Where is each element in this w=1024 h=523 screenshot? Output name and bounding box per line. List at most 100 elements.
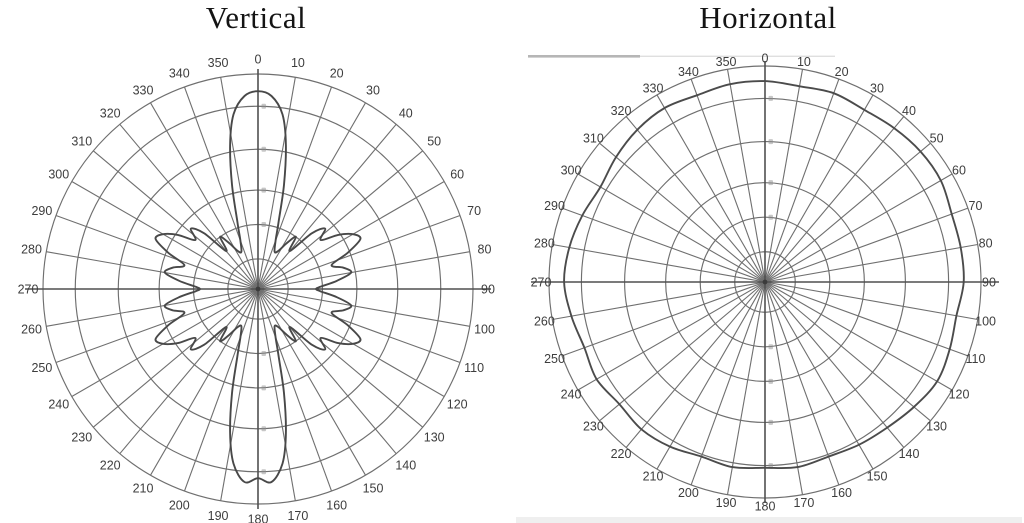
radial-spoke [150, 102, 259, 290]
radial-spoke [71, 181, 259, 290]
angle-label: 220 [100, 459, 121, 473]
angle-label: 20 [835, 65, 849, 79]
ring-tick-smudge [261, 222, 266, 227]
radial-spoke [257, 102, 366, 290]
pattern-curve [154, 90, 362, 484]
ring-tick-smudge [261, 351, 266, 356]
angle-label: 340 [678, 65, 699, 79]
radial-spoke [764, 281, 874, 470]
angle-label: 300 [561, 164, 582, 178]
radial-spoke [577, 281, 766, 391]
angle-label: 310 [71, 135, 92, 149]
ring-tick-smudge [768, 214, 773, 220]
angle-label: 100 [474, 322, 495, 336]
radial-spoke [764, 243, 978, 283]
angle-label: 320 [611, 104, 632, 118]
scan-artifact-band [516, 517, 1022, 523]
angle-label: 0 [762, 52, 769, 66]
angle-label: 100 [975, 314, 996, 328]
radial-spoke [257, 77, 296, 290]
angle-label: 160 [831, 486, 852, 500]
angle-label: 30 [870, 82, 884, 96]
radial-spoke [764, 173, 953, 283]
radial-spoke [257, 214, 461, 290]
angle-label: 90 [982, 276, 996, 290]
radial-spoke [257, 288, 366, 476]
angle-label: 330 [643, 82, 664, 96]
angle-label: 30 [366, 83, 380, 97]
radial-spoke [764, 281, 978, 321]
angle-label: 240 [48, 398, 69, 412]
angle-label: 230 [71, 430, 92, 444]
radial-spoke [561, 281, 766, 357]
ring-tick-smudge [768, 344, 773, 350]
radial-spoke [257, 288, 470, 327]
angle-label: 130 [424, 430, 445, 444]
radial-spoke [257, 181, 445, 290]
radial-spoke [656, 94, 766, 283]
angle-label: 10 [797, 55, 811, 69]
radial-spoke [46, 288, 259, 327]
radial-spoke [599, 281, 766, 422]
angle-label: 270 [531, 276, 552, 290]
angle-label: 310 [583, 132, 604, 146]
angle-label: 250 [31, 361, 52, 375]
angle-label: 180 [755, 500, 776, 514]
angle-label: 230 [583, 420, 604, 434]
angle-label: 150 [867, 470, 888, 484]
radial-spoke [764, 116, 905, 283]
radial-spoke [656, 281, 766, 470]
radial-spoke [599, 142, 766, 283]
angle-label: 110 [464, 361, 484, 375]
radial-spoke [764, 281, 905, 448]
ring-tick-smudge [768, 378, 773, 384]
angle-label: 240 [561, 388, 582, 402]
radial-spoke [764, 281, 969, 357]
angle-label: 250 [544, 352, 565, 366]
angle-label: 60 [450, 168, 464, 182]
radial-spoke [552, 281, 766, 321]
angle-label: 70 [969, 199, 983, 213]
radial-spoke [71, 288, 259, 397]
angle-label: 220 [611, 447, 632, 461]
angle-label: 140 [395, 459, 416, 473]
angle-label: 0 [255, 53, 262, 67]
angle-label: 80 [979, 237, 993, 251]
radial-spoke [577, 173, 766, 283]
radial-spoke [55, 214, 259, 290]
angle-label: 40 [902, 104, 916, 118]
angle-label: 170 [287, 509, 308, 523]
angle-label: 290 [31, 204, 52, 218]
radial-spoke [764, 69, 804, 283]
center-dot [255, 286, 261, 292]
angle-label: 60 [952, 164, 966, 178]
horizontal-plot-title: Horizontal [699, 0, 837, 35]
angle-label: 200 [169, 499, 190, 513]
angle-label: 50 [930, 132, 944, 146]
radial-spoke [257, 123, 397, 290]
angle-label: 300 [48, 168, 69, 182]
angle-label: 270 [18, 283, 39, 297]
angle-label: 120 [949, 388, 970, 402]
radial-spoke [92, 288, 259, 428]
radial-spoke [764, 281, 953, 391]
radial-spoke [46, 251, 259, 290]
radial-spoke [220, 77, 259, 290]
radial-spoke [764, 142, 931, 283]
angle-label: 20 [330, 66, 344, 80]
horizontal-polar-plot: 0 10 20 30 40 50 60 70 80 90 100 110 120 130 140 150 160… [531, 52, 999, 514]
radial-spoke [764, 281, 840, 486]
ring-tick-smudge [768, 139, 773, 145]
angle-label: 80 [478, 243, 492, 257]
radial-spoke [257, 288, 296, 501]
angle-label: 210 [133, 482, 154, 496]
angle-label: 180 [248, 513, 269, 523]
angle-label: 110 [966, 352, 986, 366]
radial-spoke [764, 94, 874, 283]
radial-spoke [92, 150, 259, 290]
angle-label: 260 [534, 314, 555, 328]
radial-spoke [764, 281, 804, 495]
angle-label: 130 [926, 420, 947, 434]
